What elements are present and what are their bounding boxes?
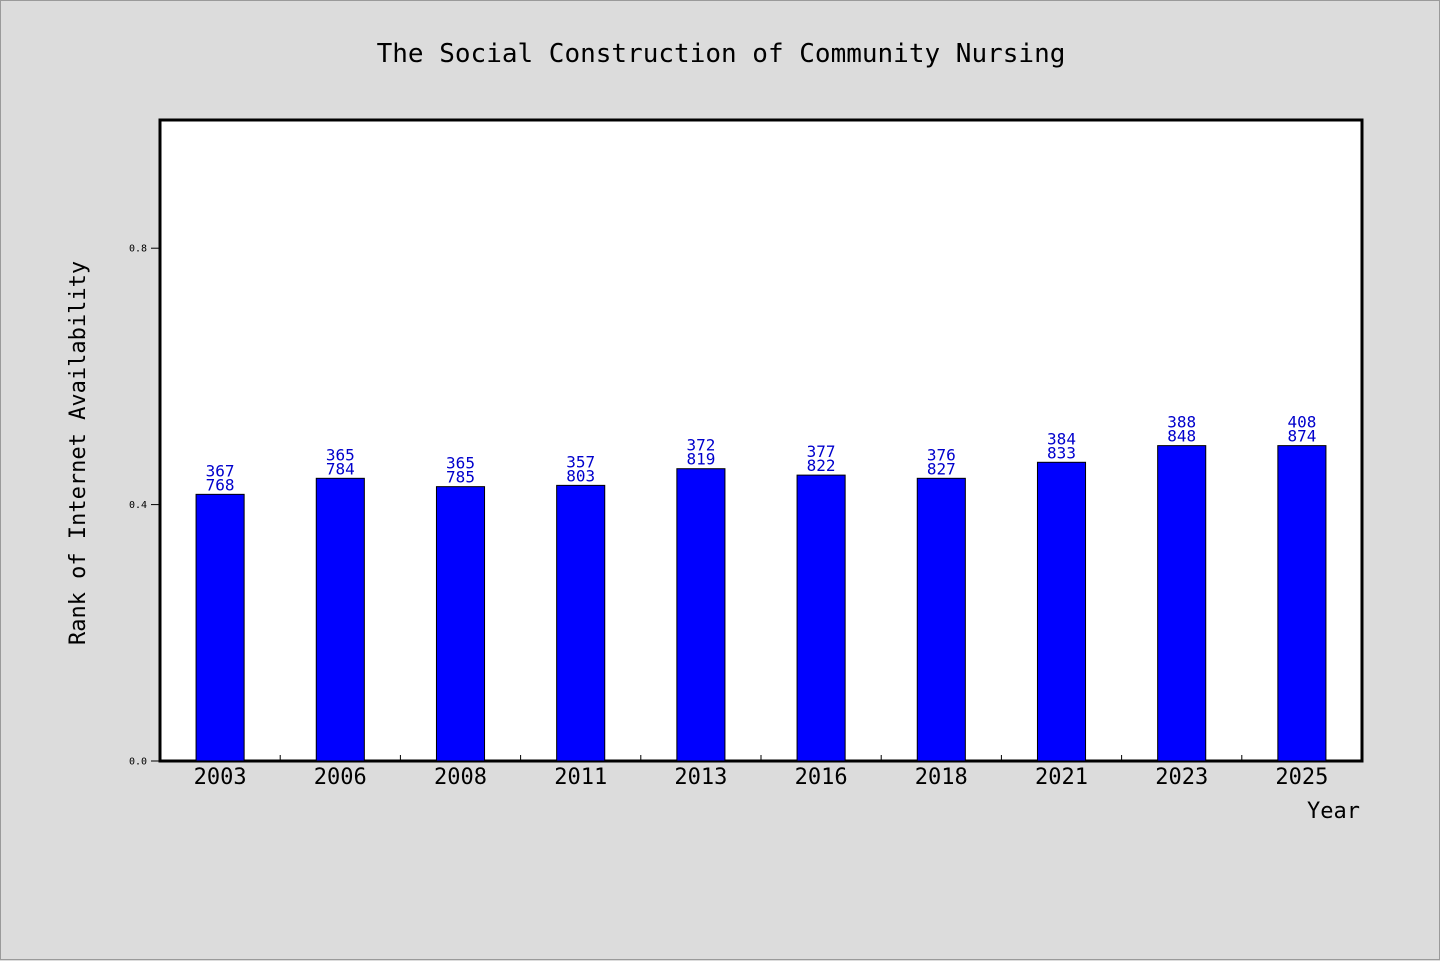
x-axis-title: Year: [1307, 799, 1360, 824]
x-tick-label: 2025: [1275, 765, 1328, 790]
data-label: 365: [446, 454, 475, 473]
data-label: 833: [1047, 443, 1076, 462]
data-label: 803: [566, 466, 595, 485]
data-label: 377: [807, 442, 836, 461]
y-axis-title: Rank of Internet Availability: [66, 261, 91, 645]
x-tick-label: 2003: [194, 765, 247, 790]
x-tick-label: 2008: [434, 765, 487, 790]
data-label: 785: [446, 468, 475, 487]
y-tick-label: 0.0: [129, 757, 147, 768]
data-label: 357: [566, 452, 595, 471]
y-tick-label: 0.4: [129, 500, 147, 511]
data-label: 384: [1047, 429, 1076, 448]
x-tick-label: 2011: [554, 765, 607, 790]
data-label: 827: [927, 459, 956, 478]
data-label: 408: [1287, 413, 1316, 432]
y-tick-label: 0.8: [129, 244, 147, 255]
data-label: 768: [206, 475, 235, 494]
x-tick-label: 2006: [314, 765, 367, 790]
bar-2006: [315, 477, 365, 762]
bar-2016: [796, 474, 846, 762]
bar-2025: [1277, 445, 1327, 762]
data-label: 365: [326, 445, 355, 464]
bar-2023: [1157, 445, 1207, 762]
bar-2013: [676, 468, 726, 762]
x-axis: 2003 2006 2008 2011 2013 2016 2018 2021 2023 2025: [194, 755, 1328, 790]
chart-title: The Social Construction of Community Nur…: [377, 39, 1066, 69]
data-label: 874: [1287, 427, 1316, 446]
data-label: 372: [686, 436, 715, 455]
x-tick-label: 2023: [1155, 765, 1208, 790]
data-label: 822: [807, 456, 836, 475]
bar-series: [195, 445, 1327, 762]
bar-2021: [1036, 461, 1087, 762]
data-label: 367: [206, 461, 235, 480]
data-label: 388: [1167, 413, 1196, 432]
x-tick-label: 2013: [674, 765, 727, 790]
y-axis: 0.0 0.4 0.8: [129, 244, 160, 768]
x-tick-label: 2018: [915, 765, 968, 790]
bar-2003: [195, 493, 245, 762]
bar-2011: [556, 484, 606, 762]
bar-2008: [435, 486, 486, 762]
bar-2018: [916, 477, 966, 762]
data-label: 848: [1167, 427, 1196, 446]
x-tick-label: 2016: [795, 765, 848, 790]
data-label: 376: [927, 445, 956, 464]
x-tick-label: 2021: [1035, 765, 1088, 790]
data-label: 819: [686, 450, 715, 469]
data-label: 784: [326, 459, 355, 478]
